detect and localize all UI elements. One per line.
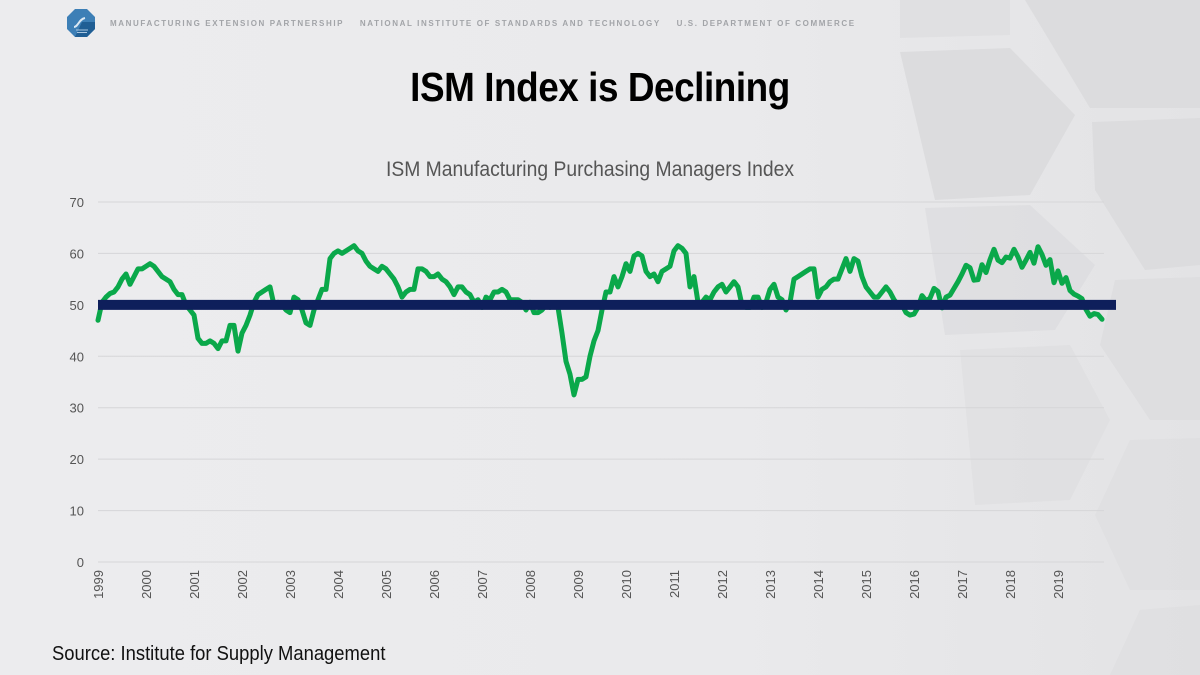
hexagon-shape [900,48,1075,200]
x-tick-label: 2012 [715,570,730,599]
x-tick-label: 2000 [139,570,154,599]
x-tick-label: 2001 [187,570,202,599]
hexagon-shape [1100,277,1200,420]
source-note: Source: Institute for Supply Management [52,643,386,665]
x-tick-label: 2009 [571,570,586,599]
x-tick-label: 2002 [235,570,250,599]
y-tick-label: 10 [70,504,84,519]
y-axis-ticks: 0 10 20 30 40 50 60 70 [70,195,84,570]
y-tick-label: 50 [70,298,84,313]
y-tick-label: 70 [70,195,84,210]
x-tick-label: 2005 [379,570,394,599]
mep-logo-icon [67,9,95,37]
hexagon-shape [1095,438,1200,590]
x-tick-label: 2006 [427,570,442,599]
y-tick-label: 20 [70,452,84,467]
hexagon-shape [1025,0,1200,108]
x-tick-label: 2011 [667,570,682,598]
hexagon-shape [1110,605,1200,675]
x-tick-label: 2004 [331,570,346,599]
x-axis-ticks: 1999 2000 2001 2002 2003 2004 2005 2006 2007 2008… [91,570,1066,599]
x-tick-label: 2010 [619,570,634,599]
x-tick-label: 2015 [859,570,874,599]
x-tick-label: 2018 [1003,570,1018,599]
y-tick-label: 60 [70,246,84,261]
y-tick-label: 30 [70,401,84,416]
hexagon-shape [960,345,1110,505]
x-tick-label: 2017 [955,570,970,599]
gridlines [98,201,1104,563]
organization-header: MANUFACTURING EXTENSION PARTNERSHIP NATI… [66,8,868,38]
header-org-nist: NATIONAL INSTITUTE OF STANDARDS AND TECH… [359,18,661,28]
chart-title: ISM Manufacturing Purchasing Managers In… [385,158,795,181]
x-tick-label: 2003 [283,570,298,599]
x-tick-label: 2019 [1051,570,1066,599]
hexagon-shape [900,0,1010,38]
x-tick-label: 1999 [91,570,106,599]
header-org-doc: U.S. DEPARTMENT OF COMMERCE [676,18,856,28]
x-tick-label: 2013 [763,570,778,599]
x-tick-label: 2016 [907,570,922,599]
y-tick-label: 0 [77,555,84,570]
series-line-pmi [95,243,1105,398]
x-tick-label: 2007 [475,570,490,599]
slide-title: ISM Index is Declining [410,64,790,110]
header-org-mep: MANUFACTURING EXTENSION PARTNERSHIP [110,18,345,28]
x-tick-label: 2008 [523,570,538,599]
hexagon-shape [1092,118,1200,270]
x-tick-label: 2014 [811,570,826,599]
y-tick-label: 40 [70,349,84,364]
